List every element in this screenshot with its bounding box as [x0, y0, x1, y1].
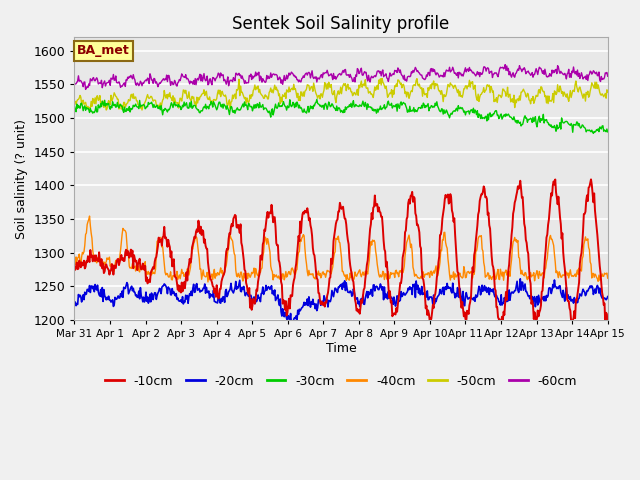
- -10cm: [554, 202, 561, 207]
- -30cm: [313, 96, 321, 102]
- -60cm: [214, 73, 221, 79]
- Line: -50cm: -50cm: [74, 78, 608, 110]
- -50cm: [70, 100, 78, 106]
- -60cm: [246, 72, 253, 78]
- -30cm: [589, 131, 597, 136]
- -60cm: [82, 86, 90, 92]
- -20cm: [86, 283, 93, 288]
- -30cm: [213, 107, 221, 113]
- -30cm: [70, 103, 78, 109]
- -50cm: [246, 97, 253, 103]
- -50cm: [521, 90, 529, 96]
- -10cm: [244, 290, 252, 296]
- Line: -20cm: -20cm: [74, 279, 608, 325]
- -50cm: [556, 89, 563, 95]
- -10cm: [70, 264, 78, 270]
- -10cm: [157, 237, 165, 242]
- -20cm: [604, 294, 612, 300]
- -50cm: [138, 107, 146, 113]
- -20cm: [289, 322, 296, 328]
- Y-axis label: Soil salinity (? unit): Soil salinity (? unit): [15, 119, 28, 239]
- -60cm: [521, 67, 529, 72]
- -40cm: [86, 223, 94, 228]
- -20cm: [213, 300, 221, 305]
- -50cm: [214, 91, 221, 96]
- -40cm: [70, 257, 78, 263]
- -60cm: [158, 78, 166, 84]
- -60cm: [86, 76, 94, 82]
- Text: BA_met: BA_met: [77, 44, 130, 58]
- -60cm: [604, 73, 612, 79]
- -40cm: [521, 270, 529, 276]
- -10cm: [520, 207, 527, 213]
- -50cm: [604, 89, 612, 95]
- -40cm: [86, 213, 93, 219]
- -30cm: [157, 103, 165, 108]
- -20cm: [157, 291, 165, 297]
- -10cm: [213, 282, 221, 288]
- Line: -30cm: -30cm: [74, 99, 608, 133]
- -60cm: [70, 81, 78, 87]
- Legend: -10cm, -20cm, -30cm, -40cm, -50cm, -60cm: -10cm, -20cm, -30cm, -40cm, -50cm, -60cm: [100, 370, 582, 393]
- X-axis label: Time: Time: [326, 342, 356, 355]
- -30cm: [86, 109, 93, 115]
- -40cm: [204, 279, 212, 285]
- -50cm: [86, 105, 93, 111]
- -30cm: [244, 100, 252, 106]
- -40cm: [604, 276, 612, 281]
- -20cm: [516, 276, 524, 282]
- -60cm: [556, 68, 563, 74]
- -30cm: [520, 115, 528, 120]
- -20cm: [244, 293, 252, 299]
- -40cm: [556, 269, 563, 275]
- -10cm: [86, 259, 93, 265]
- -40cm: [158, 244, 166, 250]
- -50cm: [158, 100, 166, 106]
- -10cm: [587, 177, 595, 182]
- -20cm: [70, 299, 78, 305]
- -60cm: [501, 62, 509, 68]
- Line: -10cm: -10cm: [74, 180, 608, 328]
- Line: -60cm: -60cm: [74, 65, 608, 89]
- -20cm: [521, 281, 529, 287]
- -30cm: [604, 129, 612, 135]
- Title: Sentek Soil Salinity profile: Sentek Soil Salinity profile: [232, 15, 450, 33]
- -40cm: [214, 271, 222, 276]
- -40cm: [246, 275, 254, 280]
- -30cm: [555, 125, 563, 131]
- -50cm: [378, 75, 386, 81]
- Line: -40cm: -40cm: [74, 216, 608, 282]
- -10cm: [604, 325, 612, 331]
- -20cm: [556, 283, 563, 289]
